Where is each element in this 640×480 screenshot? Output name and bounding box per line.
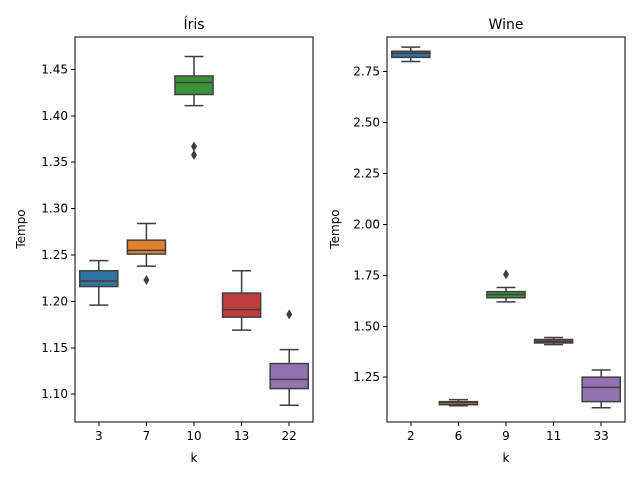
wine-x-tick-label: 33 bbox=[594, 429, 609, 443]
iris-panel: Íris 1.10 1.15 1.20 1.25 1.30 1.35 1.40 1.45 3 7… bbox=[14, 16, 314, 465]
wine-box-k33 bbox=[581, 369, 621, 409]
wine-x-tick-label: 6 bbox=[455, 429, 463, 443]
wine-y-ticks: 1.25 1.50 1.75 2.00 2.25 2.50 2.75 bbox=[353, 65, 387, 384]
iris-x-ticks: 3 7 10 13 22 bbox=[95, 422, 297, 443]
outlier-point bbox=[286, 309, 293, 320]
wine-y-tick-label: 1.25 bbox=[353, 370, 380, 384]
wine-x-axis-title: k bbox=[503, 451, 510, 465]
iris-box-k10 bbox=[174, 55, 214, 160]
iqr-box bbox=[269, 362, 309, 390]
iris-x-tick-label: 22 bbox=[282, 429, 297, 443]
wine-boxes bbox=[391, 46, 621, 409]
wine-plot-frame bbox=[386, 36, 626, 423]
iris-box-k22 bbox=[269, 309, 309, 407]
wine-y-tick-label: 2.75 bbox=[353, 65, 380, 79]
outlier-point bbox=[503, 269, 509, 280]
iqr-box bbox=[126, 239, 167, 255]
wine-box-k2 bbox=[391, 46, 431, 63]
iqr-box bbox=[79, 270, 119, 288]
iris-x-tick-label: 10 bbox=[186, 429, 201, 443]
iris-y-axis-title: Tempo bbox=[14, 209, 28, 249]
iqr-box bbox=[391, 50, 431, 59]
iris-y-tick-label: 1.20 bbox=[41, 294, 68, 308]
wine-y-axis-title: Tempo bbox=[328, 209, 342, 249]
iris-y-ticks: 1.10 1.15 1.20 1.25 1.30 1.35 1.40 1.45 bbox=[41, 62, 75, 401]
iris-y-tick-label: 1.25 bbox=[41, 248, 68, 262]
wine-title: Wine bbox=[489, 17, 524, 33]
iqr-box bbox=[174, 75, 214, 96]
wine-y-tick-label: 1.75 bbox=[353, 268, 380, 282]
outlier-point bbox=[143, 275, 150, 286]
iris-box-k3 bbox=[79, 259, 119, 306]
iris-y-tick-label: 1.35 bbox=[41, 155, 68, 169]
wine-x-tick-label: 9 bbox=[502, 429, 510, 443]
iris-y-tick-label: 1.10 bbox=[41, 387, 68, 401]
wine-y-tick-label: 1.50 bbox=[353, 319, 380, 333]
wine-box-k6 bbox=[438, 398, 479, 407]
iris-x-axis-title: k bbox=[191, 451, 198, 465]
wine-x-tick-label: 11 bbox=[546, 429, 561, 443]
iris-x-tick-label: 7 bbox=[143, 429, 151, 443]
iqr-box bbox=[581, 376, 621, 403]
outlier-point bbox=[191, 149, 197, 160]
wine-y-tick-label: 2.50 bbox=[353, 116, 380, 130]
wine-y-tick-label: 2.25 bbox=[353, 166, 380, 180]
iqr-box bbox=[221, 292, 262, 318]
iris-box-k13 bbox=[221, 270, 262, 331]
wine-box-k11 bbox=[533, 336, 574, 346]
iris-box-k7 bbox=[126, 222, 167, 286]
outlier-point bbox=[191, 141, 197, 152]
wine-box-k9 bbox=[486, 269, 526, 303]
iris-y-tick-label: 1.30 bbox=[41, 202, 68, 216]
wine-x-tick-label: 2 bbox=[407, 429, 415, 443]
iris-x-tick-label: 3 bbox=[95, 429, 103, 443]
iris-y-tick-label: 1.40 bbox=[41, 109, 68, 123]
iris-title: Íris bbox=[183, 16, 204, 33]
iris-y-tick-label: 1.15 bbox=[41, 341, 68, 355]
wine-x-ticks: 2 6 9 11 33 bbox=[407, 422, 609, 443]
iris-y-tick-label: 1.45 bbox=[41, 62, 68, 76]
iris-x-tick-label: 13 bbox=[234, 429, 249, 443]
iris-plot-frame bbox=[74, 36, 314, 423]
wine-panel: Wine 1.25 1.50 1.75 2.00 2.25 2.50 2.75 2 6 9 11 3… bbox=[328, 17, 626, 465]
iris-boxes bbox=[79, 55, 309, 407]
wine-y-tick-label: 2.00 bbox=[353, 217, 380, 231]
